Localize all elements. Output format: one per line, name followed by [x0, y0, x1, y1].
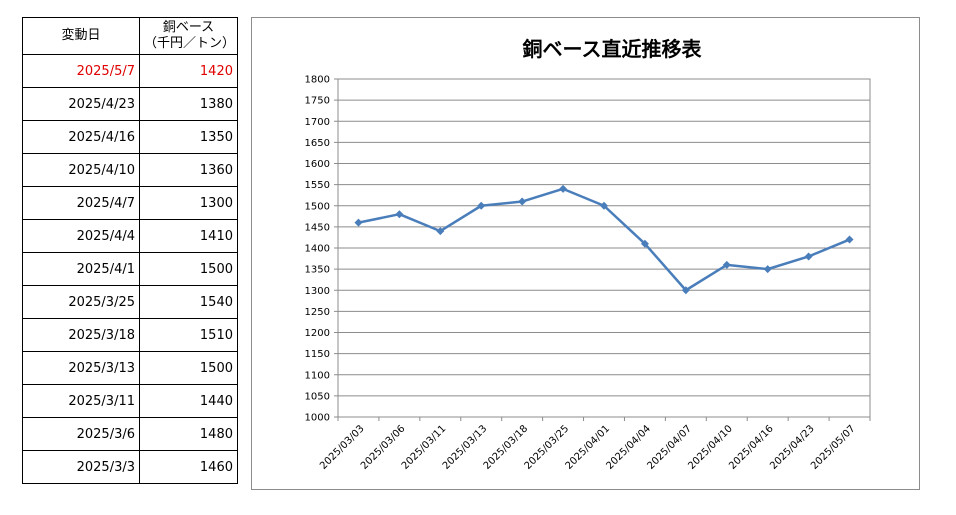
table-row: 2025/3/3 1460 — [22, 450, 238, 484]
table-row: 2025/4/7 1300 — [22, 186, 238, 220]
y-tick-label: 1050 — [305, 391, 330, 402]
table-row: 2025/4/1 1500 — [22, 252, 238, 286]
row-date: 2025/4/1 — [22, 252, 140, 286]
header-price-line2: （千円／トン） — [144, 36, 236, 51]
price-table: 変動日 銅ベース （千円／トン） 2025/5/7 1420 2025/4/23 13… — [22, 17, 238, 484]
row-date: 2025/5/7 — [22, 54, 140, 88]
table-row: 2025/3/18 1510 — [22, 318, 238, 352]
data-point — [395, 210, 404, 219]
row-date: 2025/4/7 — [22, 186, 140, 220]
row-price: 1440 — [139, 384, 238, 418]
y-tick-label: 1100 — [305, 370, 330, 381]
row-price: 1410 — [139, 219, 238, 253]
data-point — [845, 235, 854, 244]
row-date: 2025/3/18 — [22, 318, 140, 352]
row-date: 2025/3/25 — [22, 285, 140, 319]
data-point — [763, 265, 772, 274]
row-date: 2025/3/13 — [22, 351, 140, 385]
y-tick-label: 1750 — [305, 96, 330, 107]
y-tick-label: 1500 — [305, 201, 330, 212]
y-tick-label: 1350 — [305, 265, 330, 276]
data-point — [681, 286, 690, 295]
header-price-line1: 銅ベース — [162, 20, 215, 35]
data-point — [477, 201, 486, 210]
row-price: 1480 — [139, 417, 238, 451]
table-row: 2025/5/7 1420 — [22, 54, 238, 88]
header-date: 変動日 — [22, 17, 140, 55]
table-row: 2025/3/11 1440 — [22, 384, 238, 418]
table-header-row: 変動日 銅ベース （千円／トン） — [22, 17, 238, 55]
row-price: 1500 — [139, 252, 238, 286]
header-price: 銅ベース （千円／トン） — [139, 17, 238, 55]
row-price: 1460 — [139, 450, 238, 484]
row-price: 1360 — [139, 153, 238, 187]
table-row: 2025/3/25 1540 — [22, 285, 238, 319]
row-date: 2025/4/16 — [22, 120, 140, 154]
y-tick-label: 1000 — [305, 413, 330, 424]
data-point — [559, 184, 568, 193]
y-tick-label: 1550 — [305, 180, 330, 191]
y-tick-label: 1450 — [305, 222, 330, 233]
table-row: 2025/3/6 1480 — [22, 417, 238, 451]
chart-frame: 銅ベース直近推移表 1000 1050 1100 1150 1200 1250 1300 135… — [251, 17, 920, 490]
data-point — [722, 260, 731, 269]
table-row: 2025/4/10 1360 — [22, 153, 238, 187]
x-tick-label: 2025/05/07 — [809, 423, 858, 472]
row-price: 1500 — [139, 351, 238, 385]
y-tick-label: 1300 — [305, 286, 330, 297]
y-tick-label: 1650 — [305, 138, 330, 149]
row-price: 1540 — [139, 285, 238, 319]
table-row: 2025/4/16 1350 — [22, 120, 238, 154]
row-date: 2025/3/6 — [22, 417, 140, 451]
y-tick-label: 1600 — [305, 159, 330, 170]
row-price: 1380 — [139, 87, 238, 121]
data-point — [640, 239, 649, 248]
data-point — [436, 227, 445, 236]
table-row: 2025/4/4 1410 — [22, 219, 238, 253]
row-date: 2025/3/11 — [22, 384, 140, 418]
line-chart: 銅ベース直近推移表 1000 1050 1100 1150 1200 1250 1300 135… — [305, 37, 871, 472]
plot-area-border — [337, 78, 871, 418]
chart-title: 銅ベース直近推移表 — [523, 37, 703, 61]
y-tick-label: 1250 — [305, 307, 330, 318]
table-row: 2025/4/23 1380 — [22, 87, 238, 121]
row-date: 2025/3/3 — [22, 450, 140, 484]
row-date: 2025/4/10 — [22, 153, 140, 187]
y-tick-label: 1400 — [305, 244, 330, 255]
row-price: 1300 — [139, 186, 238, 220]
y-tick-label: 1150 — [305, 349, 330, 360]
data-point — [518, 197, 527, 206]
data-point — [600, 201, 608, 210]
table-row: 2025/3/13 1500 — [22, 351, 238, 385]
table-body: 2025/5/7 1420 2025/4/23 1380 2025/4/16 1350 20… — [22, 54, 238, 484]
y-tick-label: 1200 — [305, 328, 330, 339]
row-date: 2025/4/4 — [22, 219, 140, 253]
data-point — [804, 252, 813, 261]
row-price: 1350 — [139, 120, 238, 154]
data-point — [354, 218, 363, 227]
row-price: 1510 — [139, 318, 238, 352]
row-price: 1420 — [139, 54, 238, 88]
y-tick-label: 1800 — [305, 75, 330, 86]
row-date: 2025/4/23 — [22, 87, 140, 121]
y-tick-label: 1700 — [305, 117, 330, 128]
